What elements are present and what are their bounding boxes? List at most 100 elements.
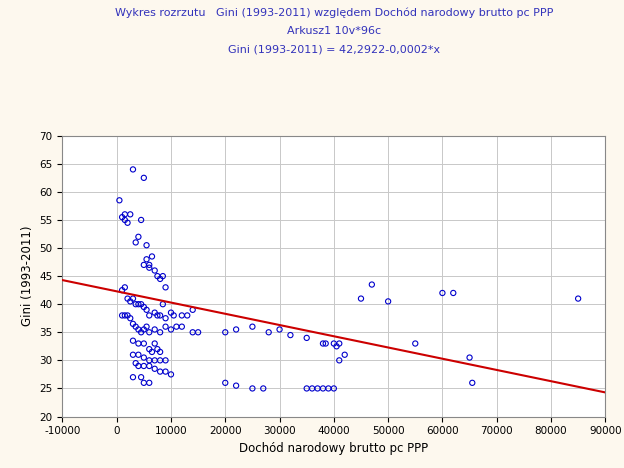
- Point: [193, 329, 203, 336]
- Point: [329, 385, 339, 392]
- Point: [144, 329, 154, 336]
- Point: [117, 286, 127, 294]
- Point: [139, 174, 149, 182]
- Point: [367, 281, 377, 288]
- Point: [258, 385, 268, 392]
- Point: [158, 300, 168, 308]
- Point: [136, 329, 146, 336]
- Point: [147, 253, 157, 260]
- Point: [448, 289, 458, 297]
- Point: [220, 379, 230, 387]
- Point: [160, 284, 170, 291]
- Point: [120, 312, 130, 319]
- Point: [144, 379, 154, 387]
- Point: [128, 373, 138, 381]
- Point: [120, 284, 130, 291]
- Point: [117, 312, 127, 319]
- Point: [130, 239, 140, 246]
- Point: [464, 354, 475, 361]
- Point: [152, 312, 162, 319]
- Point: [125, 211, 135, 218]
- Point: [134, 351, 144, 358]
- Point: [155, 368, 165, 375]
- Point: [177, 323, 187, 330]
- Point: [144, 345, 154, 353]
- Point: [142, 323, 152, 330]
- Y-axis label: Gini (1993-2011): Gini (1993-2011): [21, 226, 34, 326]
- Point: [150, 357, 160, 364]
- Point: [573, 295, 583, 302]
- Point: [139, 303, 149, 311]
- Point: [220, 329, 230, 336]
- Point: [339, 351, 349, 358]
- Point: [437, 289, 447, 297]
- Point: [318, 340, 328, 347]
- Point: [134, 233, 144, 241]
- Point: [155, 329, 165, 336]
- Point: [142, 256, 152, 263]
- Point: [155, 312, 165, 319]
- Point: [182, 312, 192, 319]
- Point: [128, 337, 138, 344]
- Point: [122, 312, 132, 319]
- Point: [147, 348, 157, 356]
- Point: [150, 309, 160, 316]
- Point: [144, 264, 154, 271]
- Point: [302, 385, 312, 392]
- Point: [144, 261, 154, 269]
- Point: [334, 357, 344, 364]
- Point: [247, 323, 258, 330]
- Point: [321, 340, 331, 347]
- Point: [356, 295, 366, 302]
- Point: [142, 306, 152, 314]
- Point: [323, 385, 333, 392]
- Point: [130, 300, 140, 308]
- Point: [136, 373, 146, 381]
- Point: [134, 362, 144, 370]
- Point: [134, 326, 144, 333]
- Point: [130, 359, 140, 367]
- Point: [152, 345, 162, 353]
- Point: [313, 385, 323, 392]
- Point: [130, 323, 140, 330]
- Text: Gini (1993-2011) = 42,2922-0,0002*x: Gini (1993-2011) = 42,2922-0,0002*x: [228, 44, 440, 54]
- Point: [231, 326, 241, 333]
- Point: [142, 241, 152, 249]
- Point: [139, 379, 149, 387]
- Point: [114, 197, 124, 204]
- Point: [160, 357, 170, 364]
- Point: [334, 340, 344, 347]
- Point: [188, 329, 198, 336]
- Point: [155, 348, 165, 356]
- Point: [285, 331, 295, 339]
- Point: [136, 216, 146, 224]
- Point: [144, 362, 154, 370]
- Point: [166, 309, 176, 316]
- Point: [139, 354, 149, 361]
- Point: [302, 334, 312, 342]
- Point: [155, 357, 165, 364]
- X-axis label: Dochód narodowy brutto pc PPP: Dochód narodowy brutto pc PPP: [239, 442, 429, 455]
- Point: [139, 340, 149, 347]
- Point: [166, 371, 176, 378]
- Point: [177, 312, 187, 319]
- Point: [150, 365, 160, 373]
- Point: [166, 326, 176, 333]
- Point: [411, 340, 421, 347]
- Point: [150, 267, 160, 274]
- Point: [264, 329, 274, 336]
- Text: Wykres rozrzutu   Gini (1993-2011) względem Dochód narodowy brutto pc PPP: Wykres rozrzutu Gini (1993-2011) względe…: [115, 7, 553, 17]
- Point: [168, 312, 178, 319]
- Point: [128, 166, 138, 173]
- Point: [139, 362, 149, 370]
- Point: [125, 298, 135, 305]
- Point: [383, 298, 393, 305]
- Point: [128, 295, 138, 302]
- Point: [160, 323, 170, 330]
- Point: [150, 326, 160, 333]
- Point: [120, 216, 130, 224]
- Point: [144, 357, 154, 364]
- Point: [188, 306, 198, 314]
- Point: [160, 368, 170, 375]
- Point: [247, 385, 258, 392]
